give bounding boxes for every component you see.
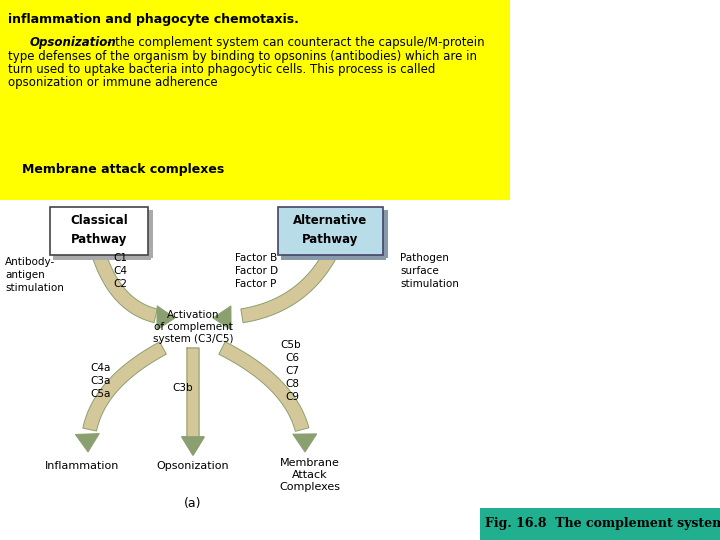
Polygon shape xyxy=(213,306,231,330)
Text: opsonization or immune adherence: opsonization or immune adherence xyxy=(8,76,217,89)
Text: Factor B: Factor B xyxy=(235,253,277,263)
Text: C5b: C5b xyxy=(280,340,301,350)
Text: Pathway: Pathway xyxy=(302,233,359,246)
Polygon shape xyxy=(182,348,204,455)
Polygon shape xyxy=(76,434,99,452)
Text: Activation: Activation xyxy=(167,310,220,320)
FancyBboxPatch shape xyxy=(278,207,383,255)
Text: Antibody-: Antibody- xyxy=(5,257,55,267)
Text: C3b: C3b xyxy=(172,383,193,393)
Bar xyxy=(148,210,153,258)
Polygon shape xyxy=(92,253,157,322)
Bar xyxy=(53,255,151,260)
Bar xyxy=(0,0,510,200)
Text: Fig. 16.8  The complement system: Fig. 16.8 The complement system xyxy=(485,517,720,530)
Text: C1: C1 xyxy=(113,253,127,263)
Bar xyxy=(480,508,720,540)
Text: (a): (a) xyxy=(184,496,202,510)
Bar xyxy=(281,255,386,260)
Text: antigen: antigen xyxy=(5,270,45,280)
Text: of complement: of complement xyxy=(153,322,233,332)
Text: turn used to uptake bacteria into phagocytic cells. This process is called: turn used to uptake bacteria into phagoc… xyxy=(8,63,436,76)
Text: inflammation and phagocyte chemotaxis.: inflammation and phagocyte chemotaxis. xyxy=(8,13,299,26)
Text: C7: C7 xyxy=(285,366,299,376)
Text: C2: C2 xyxy=(113,279,127,289)
Polygon shape xyxy=(157,306,175,330)
Text: Pathogen: Pathogen xyxy=(400,253,449,263)
Polygon shape xyxy=(293,434,317,452)
Text: stimulation: stimulation xyxy=(400,279,459,289)
Text: C4: C4 xyxy=(113,266,127,276)
Text: - the complement system can counteract the capsule/M-protein: - the complement system can counteract t… xyxy=(107,36,485,49)
Text: Classical: Classical xyxy=(70,214,128,227)
Text: Pathway: Pathway xyxy=(71,233,127,246)
Bar xyxy=(383,210,388,258)
Text: Opsonization: Opsonization xyxy=(157,461,229,471)
Text: Membrane: Membrane xyxy=(280,458,340,468)
Text: C4a: C4a xyxy=(90,363,110,373)
Text: Membrane attack complexes: Membrane attack complexes xyxy=(22,163,224,176)
FancyBboxPatch shape xyxy=(50,207,148,255)
Text: Factor P: Factor P xyxy=(235,279,276,289)
Text: type defenses of the organism by binding to opsonins (antibodies) which are in: type defenses of the organism by binding… xyxy=(8,50,477,63)
Text: Factor D: Factor D xyxy=(235,266,278,276)
Text: C3a: C3a xyxy=(90,376,110,386)
Text: Alternative: Alternative xyxy=(293,214,368,227)
Text: Attack: Attack xyxy=(292,470,328,480)
Text: system (C3/C5): system (C3/C5) xyxy=(153,334,233,344)
Text: stimulation: stimulation xyxy=(5,283,64,293)
Text: surface: surface xyxy=(400,266,438,276)
Polygon shape xyxy=(219,342,309,431)
Text: C8: C8 xyxy=(285,379,299,389)
Polygon shape xyxy=(240,252,336,323)
Text: C9: C9 xyxy=(285,392,299,402)
Text: Opsonization: Opsonization xyxy=(30,36,117,49)
Polygon shape xyxy=(182,437,204,455)
Polygon shape xyxy=(83,342,166,431)
Text: C5a: C5a xyxy=(90,389,110,399)
Text: C6: C6 xyxy=(285,353,299,363)
Text: Inflammation: Inflammation xyxy=(45,461,120,471)
Text: Complexes: Complexes xyxy=(279,482,341,492)
